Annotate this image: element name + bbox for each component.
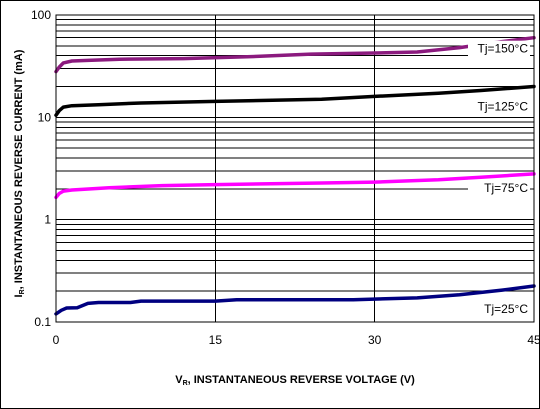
y-axis-title: IR, INSTANTANEOUS REVERSE CURRENT (mA) [13, 49, 26, 297]
series-layer [54, 35, 536, 316]
grid [56, 15, 534, 322]
series-label-bg [468, 40, 530, 57]
series-label: Tj=75°C [484, 181, 528, 195]
series-label: Tj=25°C [484, 302, 528, 316]
x-axis-title-main: V [175, 374, 183, 386]
series-label: Tj=150°C [478, 42, 529, 56]
y-axis-title-rest: , INSTANTANEOUS REVERSE CURRENT (mA) [13, 49, 25, 289]
plot-area-border [55, 14, 535, 323]
series-line-1 [54, 35, 536, 74]
y-tick-label: 1 [44, 213, 51, 227]
series-label: Tj=125°C [478, 100, 529, 114]
y-tick-label: 0.1 [34, 315, 51, 329]
x-axis-title: VR, INSTANTANEOUS REVERSE VOLTAGE (V) [175, 374, 415, 387]
y-axis-title-subscript: R [19, 289, 26, 294]
x-tick-label: 30 [368, 333, 382, 347]
tick-labels: 0 15 30 45 0.1 1 10 100 [31, 8, 540, 347]
series-line-3 [54, 172, 536, 200]
series-label-bg [468, 300, 530, 317]
x-tick-label: 45 [527, 333, 540, 347]
x-tick-label: 0 [53, 333, 60, 347]
y-tick-label: 10 [38, 110, 52, 124]
series-line-2 [54, 84, 536, 117]
series-line-4 [54, 284, 536, 316]
series-label-bg [468, 98, 530, 115]
x-axis-title-subscript: R [183, 380, 188, 387]
series-label-bg [468, 179, 530, 196]
y-tick-label: 100 [31, 8, 51, 22]
y-axis-title-main: I [13, 294, 25, 297]
x-tick-label: 15 [209, 333, 223, 347]
series-labels: Tj=150°C Tj=125°C Tj=75°C Tj=25°C [468, 40, 530, 317]
x-axis-title-rest: , INSTANTANEOUS REVERSE VOLTAGE (V) [188, 374, 415, 386]
